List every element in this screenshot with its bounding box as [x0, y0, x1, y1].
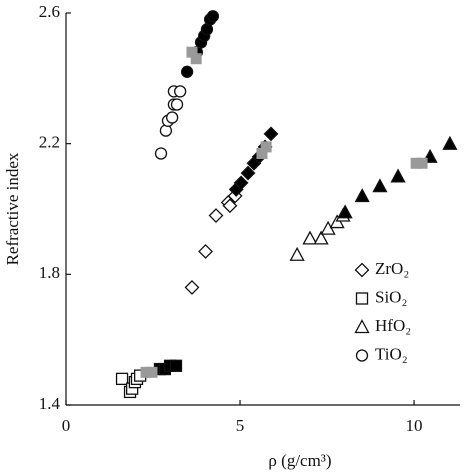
point: [170, 98, 184, 111]
point: [233, 175, 249, 191]
y-axis-label: Refractive index: [3, 152, 22, 265]
point: [169, 359, 183, 372]
y-tick-label: 1.8: [39, 263, 60, 282]
legend-label: HfO₂: [375, 316, 411, 335]
point: [302, 230, 318, 245]
legend-label: SiO₂: [375, 287, 407, 306]
legend-symbol: [355, 292, 369, 305]
point: [289, 246, 305, 261]
point: [174, 85, 187, 98]
point: [198, 244, 213, 259]
point: [260, 141, 272, 153]
legend-label: ZrO₂: [375, 259, 409, 278]
point: [140, 366, 152, 378]
point: [240, 165, 256, 181]
x-tick-label: 5: [236, 416, 245, 435]
point: [410, 157, 422, 169]
point: [354, 188, 370, 203]
point: [256, 147, 268, 159]
x-axis-label: ρ (g/cm³): [268, 451, 331, 470]
point: [166, 111, 179, 124]
x-tick-label: 0: [62, 416, 71, 435]
y-tick-label: 2.2: [39, 133, 60, 152]
y-tick-label: 1.4: [39, 394, 61, 413]
legend-symbol: [355, 349, 369, 362]
point: [442, 135, 458, 150]
point: [222, 198, 238, 214]
point: [159, 124, 173, 137]
point: [416, 157, 428, 169]
point: [208, 208, 224, 223]
point: [186, 46, 198, 58]
x-tick-label: 10: [406, 416, 423, 435]
point: [206, 10, 220, 23]
point: [146, 366, 158, 378]
legend-symbol: [354, 262, 370, 278]
y-tick-label: 2.6: [39, 2, 60, 21]
point: [190, 53, 202, 65]
point: [372, 178, 388, 193]
point: [184, 279, 200, 295]
legend-symbol: [354, 319, 370, 334]
point: [313, 230, 329, 245]
point: [180, 65, 194, 78]
legend-label: TiO₂: [375, 344, 408, 363]
point: [154, 147, 168, 160]
point: [115, 372, 129, 386]
point: [263, 126, 279, 142]
point: [337, 204, 353, 219]
point: [390, 168, 406, 183]
